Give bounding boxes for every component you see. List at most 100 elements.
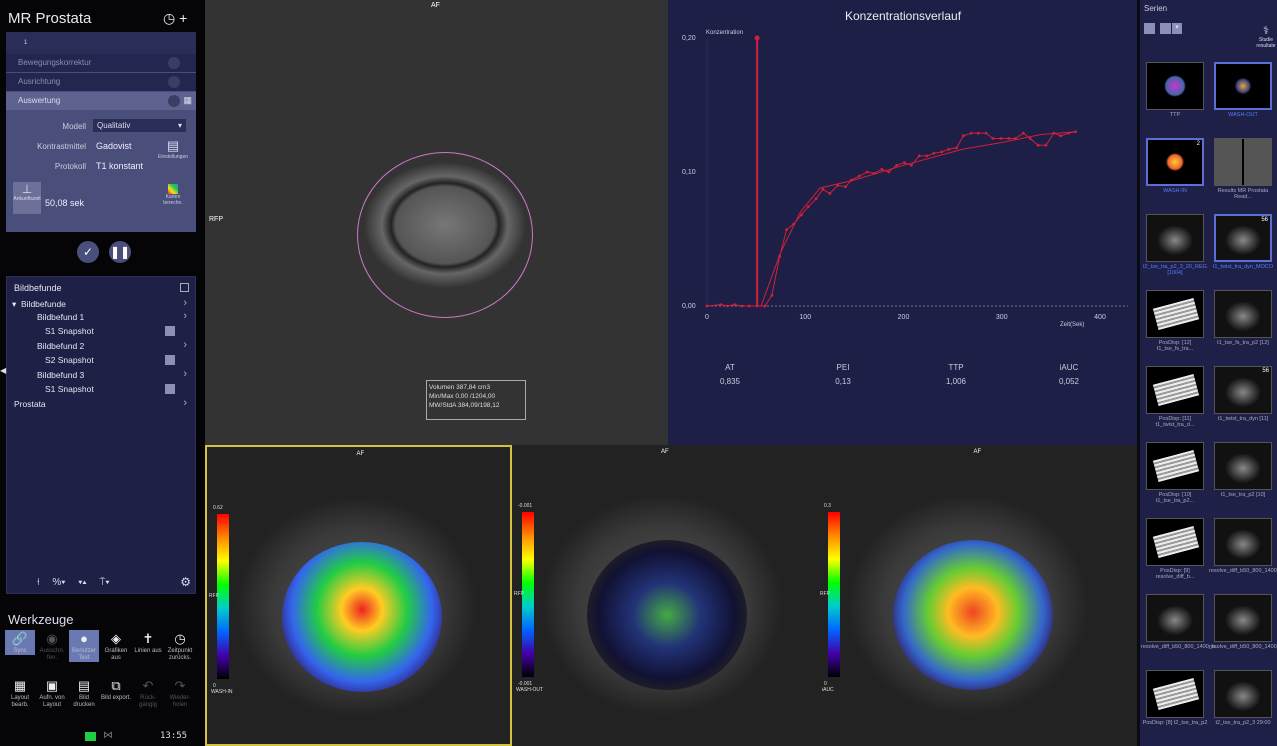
chevron-right-icon[interactable]: › xyxy=(183,368,187,380)
timeline-slider[interactable]: 1 xyxy=(6,32,196,54)
map-viewport-wash-out[interactable]: AF -0.001 RFP -0.001 WASH-OUT xyxy=(512,445,818,746)
snapshot-icon[interactable] xyxy=(165,326,175,336)
series-label[interactable]: WASH-IN xyxy=(1163,188,1187,194)
series-label[interactable]: t2_tse_tra_p2_3 29:00 xyxy=(1215,720,1271,726)
series-thumbnail[interactable] xyxy=(1146,670,1204,718)
series-label[interactable]: resolve_diff_b50_800_1400_b... xyxy=(1141,644,1220,650)
window-icon[interactable] xyxy=(180,283,189,292)
series-thumbnail[interactable] xyxy=(1214,290,1272,338)
workflow-step-evaluation[interactable]: Auswertung ▦ xyxy=(6,92,196,110)
contrast-value[interactable]: Gadovist xyxy=(96,141,132,151)
chevron-right-icon[interactable]: › xyxy=(183,339,187,351)
tree-item[interactable]: S1 Snapshot xyxy=(45,326,94,336)
grid-layout-icon[interactable] xyxy=(1160,23,1171,34)
tool-layout-edit[interactable]: ▦ Layout bearb. xyxy=(5,677,35,709)
series-thumbnail[interactable] xyxy=(1146,214,1204,262)
tool-undo[interactable]: ↶ Rück-gängig xyxy=(133,677,163,709)
collapse-left-handle[interactable]: ◀ xyxy=(0,366,7,375)
tool-print[interactable]: ▤ Bild drucken xyxy=(69,677,99,709)
prostata-roi-contour[interactable] xyxy=(357,152,533,318)
concentration-chart[interactable]: Konzentrationsverlauf Konzentration Zeit… xyxy=(668,0,1137,445)
protocol-value[interactable]: T1 konstant xyxy=(96,161,144,171)
chevron-right-icon[interactable]: › xyxy=(183,310,187,322)
series-thumbnail[interactable] xyxy=(1146,442,1204,490)
series-thumbnail[interactable] xyxy=(1146,290,1204,338)
series-thumbnail[interactable] xyxy=(1146,518,1204,566)
tool-graphics[interactable]: ◈ Grafiken aus xyxy=(101,630,131,662)
collapse-expand-icon[interactable]: ▾▴ xyxy=(78,577,87,588)
split-icon[interactable]: ⋈ xyxy=(103,730,113,741)
tree-item[interactable]: Bildbefund 2 xyxy=(37,341,85,351)
series-thumbnail[interactable] xyxy=(1214,518,1272,566)
plus-icon[interactable]: + xyxy=(179,10,188,26)
series-thumbnail[interactable] xyxy=(1214,442,1272,490)
series-label[interactable]: PosDisp: [12] t1_tse_fs_tra... xyxy=(1156,340,1194,352)
tool-lines[interactable]: ✝ Linien aus xyxy=(133,630,163,655)
series-label[interactable]: TTP xyxy=(1169,112,1181,118)
series-thumbnail[interactable]: 56 xyxy=(1214,366,1272,414)
workflow-step-alignment[interactable]: Ausrichtung xyxy=(6,73,196,91)
model-select[interactable]: Qualitativ ▾ xyxy=(93,119,186,132)
series-thumbnail[interactable] xyxy=(1146,366,1204,414)
percent-icon[interactable]: %▾ xyxy=(52,577,66,588)
arrival-time-button[interactable]: ⊥ Ankunftszeit xyxy=(13,182,41,214)
map-viewport-iauc[interactable]: AF 0.3 RFP 0 iAUC xyxy=(818,445,1137,746)
series-label[interactable]: Results MR Prostata Read... xyxy=(1217,188,1269,200)
series-label[interactable]: resolve_diff_b50_800_1400_b... xyxy=(1209,644,1277,650)
series-label[interactable]: PosDisp: [8] t2_tse_tra_p2 xyxy=(1142,720,1208,726)
tool-clock[interactable]: ◷ Zeitpunkt zurücks. xyxy=(165,630,195,662)
tool-zoom[interactable]: ◉ Ausschn. fen. xyxy=(37,630,67,662)
pause-button[interactable]: ❚❚ xyxy=(109,241,131,263)
series-thumbnail[interactable] xyxy=(1214,670,1272,718)
compute-maps-button[interactable]: Karten berechn. xyxy=(158,184,188,206)
series-thumbnail[interactable] xyxy=(1146,594,1204,642)
tool-redo[interactable]: ↷ Wieder-holen xyxy=(165,677,195,709)
gear-icon[interactable]: ⚙ xyxy=(180,575,191,589)
series-label[interactable]: PosDisp: [9] resolve_diff_b... xyxy=(1155,568,1195,580)
series-thumbnail[interactable] xyxy=(1214,594,1272,642)
tree-item[interactable]: S1 Snapshot xyxy=(45,384,94,394)
snapshot-icon[interactable] xyxy=(165,355,175,365)
grid-icon[interactable]: ▦ xyxy=(183,95,192,105)
tree-item[interactable]: Bildbefund 1 xyxy=(37,312,85,322)
settings-button[interactable]: ▤ Einstellungen xyxy=(158,138,188,160)
tool-layout-camera[interactable]: ▣ Aufn. von Layout xyxy=(37,677,67,709)
select-icon[interactable] xyxy=(1144,23,1155,34)
add-marker-icon[interactable]: ⍿ xyxy=(37,577,40,588)
concentration-line xyxy=(706,131,1076,307)
series-thumbnail[interactable] xyxy=(1146,62,1204,110)
series-label[interactable]: PosDisp: [10] t1_tse_tra_p2... xyxy=(1155,492,1195,504)
measure-icon[interactable]: ⍑▾ xyxy=(99,577,110,588)
series-label[interactable]: t2_tse_tra_p2_3_20_REG [1004] xyxy=(1143,264,1207,276)
snapshot-icon[interactable] xyxy=(165,384,175,394)
workflow-step-motion[interactable]: Bewegungskorrektur xyxy=(6,54,196,72)
series-label[interactable]: t1_tse_fs_tra_p2 [12] xyxy=(1217,340,1269,346)
series-label[interactable]: WASH-OUT xyxy=(1228,112,1258,118)
chevron-down-icon[interactable]: ▾ xyxy=(1172,23,1182,34)
tree-item[interactable]: ▾ Bildbefunde xyxy=(12,299,66,309)
series-thumbnail[interactable]: 56 xyxy=(1214,214,1272,262)
series-thumbnail[interactable] xyxy=(1214,62,1272,110)
tree-item[interactable]: Bildbefund 3 xyxy=(37,370,85,380)
tree-item[interactable]: Prostata xyxy=(14,399,46,409)
clock-add-icon[interactable]: ◷ xyxy=(163,10,176,26)
chevron-right-icon[interactable]: › xyxy=(183,297,187,309)
confirm-button[interactable]: ✓ xyxy=(77,241,99,263)
study-results-button[interactable]: ⚕ Studie resultate xyxy=(1252,24,1277,49)
tool-link[interactable]: 🔗 Sync xyxy=(5,630,35,655)
x-tick-label: 400 xyxy=(1094,314,1106,321)
series-label[interactable]: t1_twist_tra_dyn_MOCO xyxy=(1212,264,1274,270)
series-label[interactable]: PosDisp: [11] t1_twist_tra_d... xyxy=(1155,416,1195,428)
series-label[interactable]: t1_tse_tra_p2 [10] xyxy=(1220,492,1266,498)
main-image-viewport[interactable]: AF RFP Volumen 387,84 cm3 Min/Max 0,00 /… xyxy=(205,0,668,445)
tool-export[interactable]: ⧉ Bild export. xyxy=(101,677,131,702)
series-label[interactable]: resolve_diff_b50_800_1400_b... xyxy=(1209,568,1277,574)
series-thumbnail[interactable]: 2 xyxy=(1146,138,1204,186)
roi-stats-box[interactable]: Volumen 387,84 cm3 Min/Max 0,00 /1204,00… xyxy=(426,380,526,420)
tree-item[interactable]: S2 Snapshot xyxy=(45,355,94,365)
chevron-right-icon[interactable]: › xyxy=(183,397,187,409)
series-label[interactable]: t1_twist_tra_dyn [11] xyxy=(1217,416,1269,422)
series-thumbnail[interactable] xyxy=(1214,138,1272,186)
tool-user-text[interactable]: ● Benutzer Text xyxy=(69,630,99,662)
map-viewport-wash-in[interactable]: AF 0.62 RFP 0 WASH-IN xyxy=(205,445,512,746)
